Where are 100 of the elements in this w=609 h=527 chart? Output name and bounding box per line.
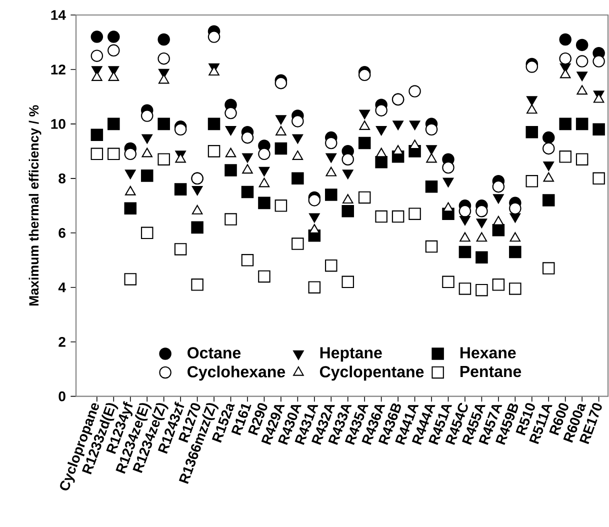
point	[592, 172, 605, 185]
point	[359, 120, 370, 130]
point	[358, 136, 371, 150]
point	[342, 204, 354, 218]
point	[158, 74, 170, 84]
point	[174, 123, 187, 136]
point	[192, 186, 203, 196]
y-tick-label: 14	[51, 10, 66, 20]
point	[308, 194, 321, 206]
point	[224, 213, 237, 226]
point	[526, 104, 538, 114]
point	[191, 278, 204, 291]
point	[90, 30, 104, 43]
point	[493, 216, 504, 226]
point	[476, 251, 488, 264]
point	[258, 270, 270, 283]
point	[92, 72, 102, 81]
legend-label: Octane	[188, 347, 241, 358]
point	[509, 246, 522, 258]
point	[241, 186, 254, 198]
point	[274, 200, 288, 212]
point	[124, 148, 137, 160]
point	[543, 161, 554, 171]
y-tick-label: 0	[58, 391, 66, 402]
point	[208, 30, 220, 43]
point	[492, 180, 505, 193]
point	[175, 153, 186, 163]
point	[358, 68, 371, 82]
point	[408, 208, 421, 220]
point	[258, 148, 270, 160]
point	[342, 153, 354, 166]
point	[90, 148, 104, 160]
point	[174, 243, 187, 256]
point	[510, 232, 521, 242]
legend-label: Hexane	[460, 347, 516, 358]
point	[241, 131, 254, 144]
point	[276, 126, 286, 136]
point	[442, 276, 454, 288]
point	[526, 60, 538, 73]
point	[509, 202, 522, 215]
y-tick-label: 10	[51, 118, 66, 129]
point	[559, 33, 572, 46]
point	[460, 216, 470, 226]
point	[458, 204, 472, 218]
point	[158, 153, 170, 166]
point	[108, 72, 120, 81]
point	[90, 128, 104, 141]
point	[325, 136, 338, 150]
point	[559, 150, 572, 163]
point	[224, 106, 237, 120]
point	[108, 148, 120, 160]
point	[526, 175, 538, 188]
y-tick-label: 12	[51, 64, 66, 74]
point	[375, 104, 388, 116]
point	[576, 85, 588, 95]
point	[342, 194, 354, 204]
point	[241, 254, 254, 266]
point	[140, 170, 154, 182]
point	[124, 186, 136, 196]
point	[460, 232, 470, 242]
point	[442, 161, 454, 174]
point	[208, 145, 220, 158]
point	[258, 196, 270, 210]
y-tick-label: 2	[58, 336, 66, 347]
point	[375, 210, 388, 223]
point	[543, 172, 554, 182]
point	[326, 166, 337, 176]
point	[392, 145, 404, 155]
point	[409, 140, 420, 150]
point	[309, 224, 320, 234]
point	[358, 191, 371, 204]
point	[108, 118, 120, 130]
point	[225, 148, 236, 158]
legend-label: Cyclohexane	[188, 366, 286, 381]
point	[224, 164, 237, 176]
point	[274, 76, 288, 90]
point	[142, 148, 152, 158]
point	[292, 115, 304, 128]
legend-label: Pentane	[460, 366, 522, 378]
y-tick-label: 4	[58, 282, 66, 292]
point	[442, 202, 454, 212]
point	[124, 202, 137, 215]
point	[325, 188, 338, 201]
point	[174, 183, 187, 196]
point	[292, 172, 304, 185]
point	[559, 118, 572, 130]
point	[292, 150, 304, 160]
point	[258, 166, 270, 176]
point	[576, 118, 588, 130]
point	[592, 123, 605, 136]
point	[526, 126, 538, 138]
point	[425, 123, 438, 136]
point	[140, 110, 154, 122]
point	[274, 142, 288, 155]
point	[476, 232, 488, 242]
point	[542, 194, 555, 206]
point	[242, 164, 253, 174]
point	[140, 226, 154, 240]
point	[476, 204, 488, 218]
point	[342, 276, 354, 288]
